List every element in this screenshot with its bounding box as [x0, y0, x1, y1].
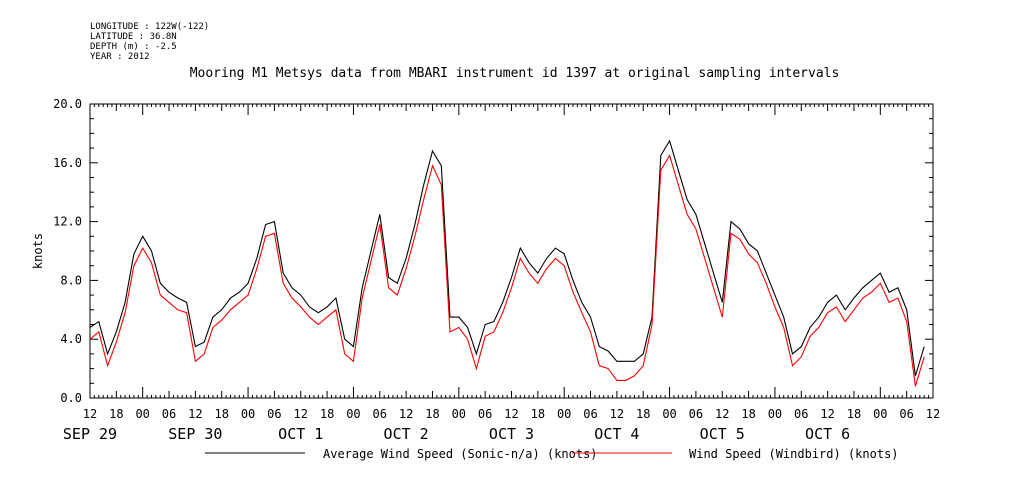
x-tick-label: 12: [83, 407, 97, 421]
x-tick-label: 18: [636, 407, 650, 421]
plot-frame: [89, 103, 934, 399]
x-tick-label: 18: [320, 407, 334, 421]
series-line-windbird: [89, 154, 925, 387]
x-tick-label: 00: [662, 407, 676, 421]
x-tick-label: 12: [715, 407, 729, 421]
date-label: OCT 4: [594, 425, 639, 443]
x-tick-label: 12: [820, 407, 834, 421]
x-tick-label: 06: [373, 407, 387, 421]
date-label: SEP 30: [168, 425, 222, 443]
x-tick-label: 12: [294, 407, 308, 421]
date-label: OCT 1: [278, 425, 323, 443]
x-tick-label: 00: [241, 407, 255, 421]
x-tick-label: 18: [531, 407, 545, 421]
series-line-sonic: [89, 139, 925, 377]
legend: Average Wind Speed (Sonic-n/a) (knots) W…: [205, 447, 899, 461]
latitude-text: LATITUDE : 36.8N: [90, 32, 177, 42]
x-tick-label: 18: [741, 407, 755, 421]
date-label: SEP 29: [63, 425, 117, 443]
series-lines: [89, 139, 925, 387]
x-tick-label: 00: [346, 407, 360, 421]
date-label: OCT 5: [700, 425, 745, 443]
x-tick-label: 12: [399, 407, 413, 421]
x-tick-label: 12: [188, 407, 202, 421]
y-tick-label: 20.0: [53, 97, 82, 111]
y-tick-label: 8.0: [60, 273, 82, 287]
metadata-block: LONGITUDE : 122W(-122) LATITUDE : 36.8N …: [90, 22, 209, 62]
date-label: OCT 3: [489, 425, 534, 443]
x-tick-label: 18: [425, 407, 439, 421]
y-axis-label: knots: [31, 233, 45, 269]
x-tick-label: 12: [610, 407, 624, 421]
legend-label-windbird: Wind Speed (Windbird) (knots): [689, 447, 899, 461]
date-labels: SEP 29 SEP 30 OCT 1 OCT 2 OCT 3 OCT 4 OCT 5 OCT…: [63, 425, 850, 443]
axis-ticks: [89, 103, 934, 399]
x-tick-label: 12: [926, 407, 940, 421]
date-label: OCT 6: [805, 425, 850, 443]
legend-label-sonic: Average Wind Speed (Sonic-n/a) (knots): [323, 447, 598, 461]
x-tick-label: 06: [794, 407, 808, 421]
x-tick-label: 18: [214, 407, 228, 421]
x-tick-label: 00: [557, 407, 571, 421]
x-tick-label: 06: [899, 407, 913, 421]
x-tick-labels: 12 18 00 06 12 18 00 06 12 18 00 06 12 18 00 06 12 18 00 06…: [83, 407, 940, 421]
y-tick-label: 0.0: [60, 391, 82, 405]
y-tick-label: 12.0: [53, 215, 82, 229]
chart-title: Mooring M1 Metsys data from MBARI instru…: [189, 66, 840, 81]
x-tick-label: 00: [452, 407, 466, 421]
longitude-text: LONGITUDE : 122W(-122): [90, 22, 210, 32]
date-label: OCT 2: [384, 425, 429, 443]
x-tick-label: 06: [267, 407, 281, 421]
y-tick-label: 16.0: [53, 156, 82, 170]
depth-text: DEPTH (m) : -2.5: [90, 42, 177, 52]
x-tick-label: 00: [135, 407, 149, 421]
x-tick-label: 18: [109, 407, 123, 421]
year-text: YEAR : 2012: [90, 52, 150, 62]
x-tick-label: 18: [847, 407, 861, 421]
x-tick-label: 06: [478, 407, 492, 421]
x-tick-label: 12: [504, 407, 518, 421]
x-tick-label: 00: [768, 407, 782, 421]
x-tick-label: 00: [873, 407, 887, 421]
x-tick-label: 06: [583, 407, 597, 421]
y-tick-labels: 0.0 4.0 8.0 12.0 16.0 20.0: [53, 97, 82, 405]
x-tick-label: 06: [689, 407, 703, 421]
y-tick-label: 4.0: [60, 332, 82, 346]
x-tick-label: 06: [162, 407, 176, 421]
